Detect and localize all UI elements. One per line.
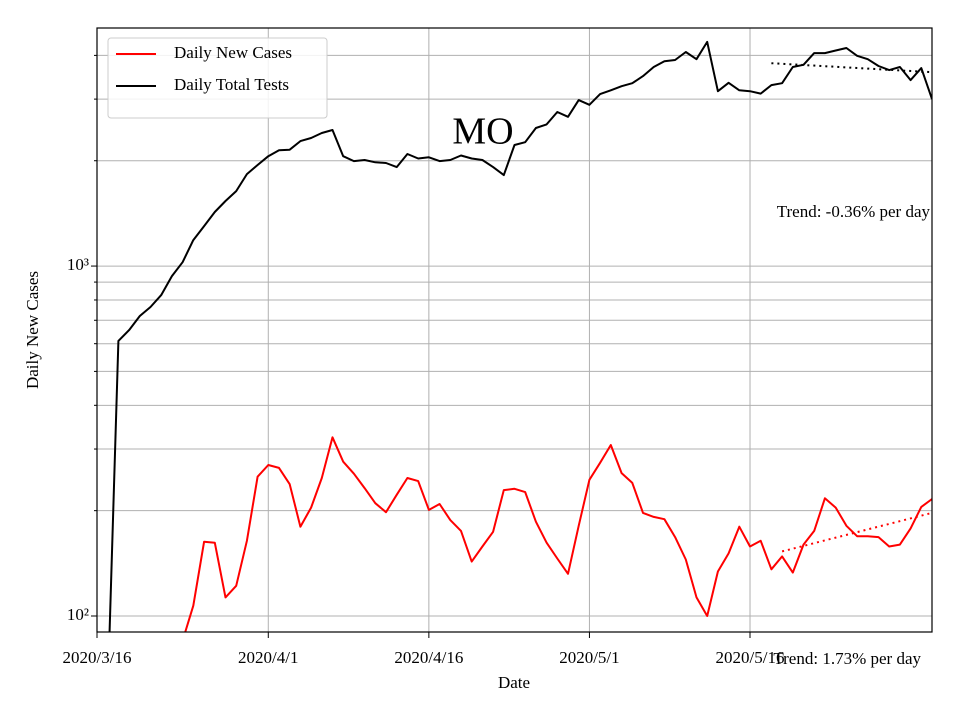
x-axis-label: Date xyxy=(498,673,530,692)
annotation: Trend: -0.36% per day xyxy=(777,202,931,221)
x-tick-label: 2020/3/16 xyxy=(63,648,132,667)
plot xyxy=(108,40,932,632)
grid xyxy=(96,28,932,632)
plot-frame xyxy=(96,27,933,633)
line xyxy=(108,40,932,632)
x-tick-label: 2020/5/16 xyxy=(716,648,785,667)
y-axis-label: Daily New Cases xyxy=(23,271,42,389)
legend-label: Daily Total Tests xyxy=(174,75,289,94)
legend-label: Daily New Cases xyxy=(174,43,292,62)
line xyxy=(184,436,932,632)
overlay: 10² 10³ 2020/3/16 2020/4/1 2020/4/16 2020/5/1… xyxy=(63,37,931,668)
y-tick-label: 10³ xyxy=(67,255,89,274)
legend-box xyxy=(107,37,328,119)
x-tick-label: 2020/4/16 xyxy=(394,648,463,667)
trend-line xyxy=(781,511,932,553)
annotation: Trend: 1.73% per day xyxy=(773,649,921,668)
x-tick-label: 2020/5/1 xyxy=(559,648,619,667)
chart-title: MO xyxy=(452,111,513,153)
x-tick-label: 2020/4/1 xyxy=(238,648,298,667)
y-tick-label: 10² xyxy=(67,605,89,624)
